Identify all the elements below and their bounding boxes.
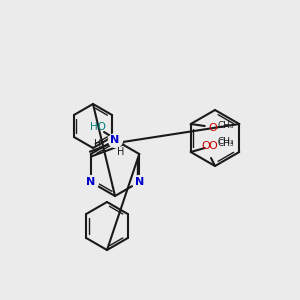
Text: H: H [117, 147, 124, 157]
Text: CH₃: CH₃ [218, 121, 234, 130]
Text: H: H [94, 139, 101, 149]
Text: O: O [209, 123, 218, 133]
Text: CH₃: CH₃ [218, 139, 234, 148]
Text: N: N [110, 135, 120, 145]
Text: O: O [209, 141, 218, 151]
Text: N: N [86, 177, 95, 187]
Text: N: N [135, 177, 144, 187]
Text: HO: HO [90, 122, 106, 132]
Text: O: O [202, 141, 210, 151]
Text: CH₃: CH₃ [217, 137, 234, 146]
